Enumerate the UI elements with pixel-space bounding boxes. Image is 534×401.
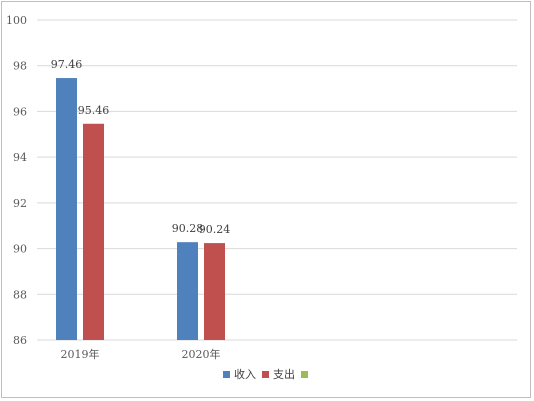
y-tick-label: 90 (13, 243, 27, 256)
data-label: 97.46 (51, 58, 83, 71)
bar (204, 243, 225, 340)
data-label: 90.28 (172, 222, 204, 235)
y-tick-label: 88 (13, 288, 27, 301)
y-tick-label: 100 (6, 14, 27, 27)
legend-label: 收入 (234, 367, 256, 381)
x-tick-label: 2019年 (61, 347, 100, 361)
y-tick-label: 96 (13, 105, 27, 118)
bar (83, 123, 104, 341)
bar (177, 242, 198, 340)
x-tick-label: 2020年 (182, 347, 221, 361)
legend-swatch (262, 371, 269, 378)
y-tick-label: 94 (13, 151, 27, 164)
legend-swatch (223, 371, 230, 378)
data-label: 95.46 (78, 104, 110, 117)
legend-swatch (301, 371, 308, 378)
bar (56, 78, 77, 341)
legend-label: 支出 (273, 367, 295, 381)
y-tick-label: 86 (13, 334, 27, 347)
data-label: 90.24 (199, 223, 231, 236)
y-tick-label: 92 (13, 197, 27, 210)
y-tick-label: 98 (13, 60, 27, 73)
